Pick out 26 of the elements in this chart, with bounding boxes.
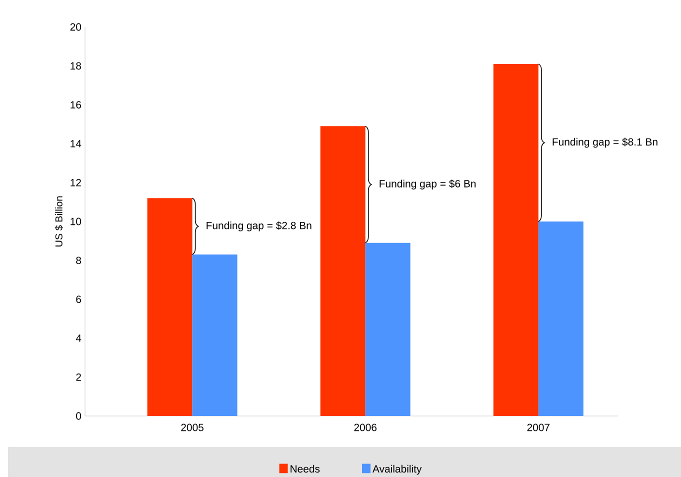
y-tick-label: 12: [70, 178, 81, 186]
x-tick-label: 2006: [354, 424, 377, 432]
y-tick-label: 10: [70, 218, 82, 226]
y-tick-label: 0: [76, 412, 82, 420]
annotation: Funding gap = $2.8 Bn: [206, 221, 312, 232]
annotation: Funding gap = $6 Bn: [380, 180, 476, 190]
bar: [538, 221, 584, 416]
y-tick-label: 14: [70, 140, 82, 148]
y-tick-label: 4: [76, 334, 82, 342]
legend-label: Availability: [372, 464, 422, 475]
annotation: Funding gap = $8.1 Bn: [552, 138, 658, 148]
y-tick-label: 8: [76, 256, 82, 264]
bar: [147, 198, 192, 416]
bar: [493, 64, 538, 416]
bar: [320, 126, 366, 416]
y-tick-label: 20: [70, 23, 82, 31]
bar: [192, 254, 238, 416]
bar: [365, 242, 410, 416]
y-axis-title: US $ Billion: [54, 196, 64, 246]
y-tick-label: 6: [76, 296, 82, 303]
x-tick-label: 2005: [181, 424, 204, 432]
y-tick-label: 2: [76, 373, 81, 381]
x-tick-label: 2007: [527, 424, 550, 432]
y-tick-label: 18: [70, 62, 82, 70]
legend-label: Needs: [290, 464, 320, 473]
y-tick-label: 16: [70, 101, 82, 108]
